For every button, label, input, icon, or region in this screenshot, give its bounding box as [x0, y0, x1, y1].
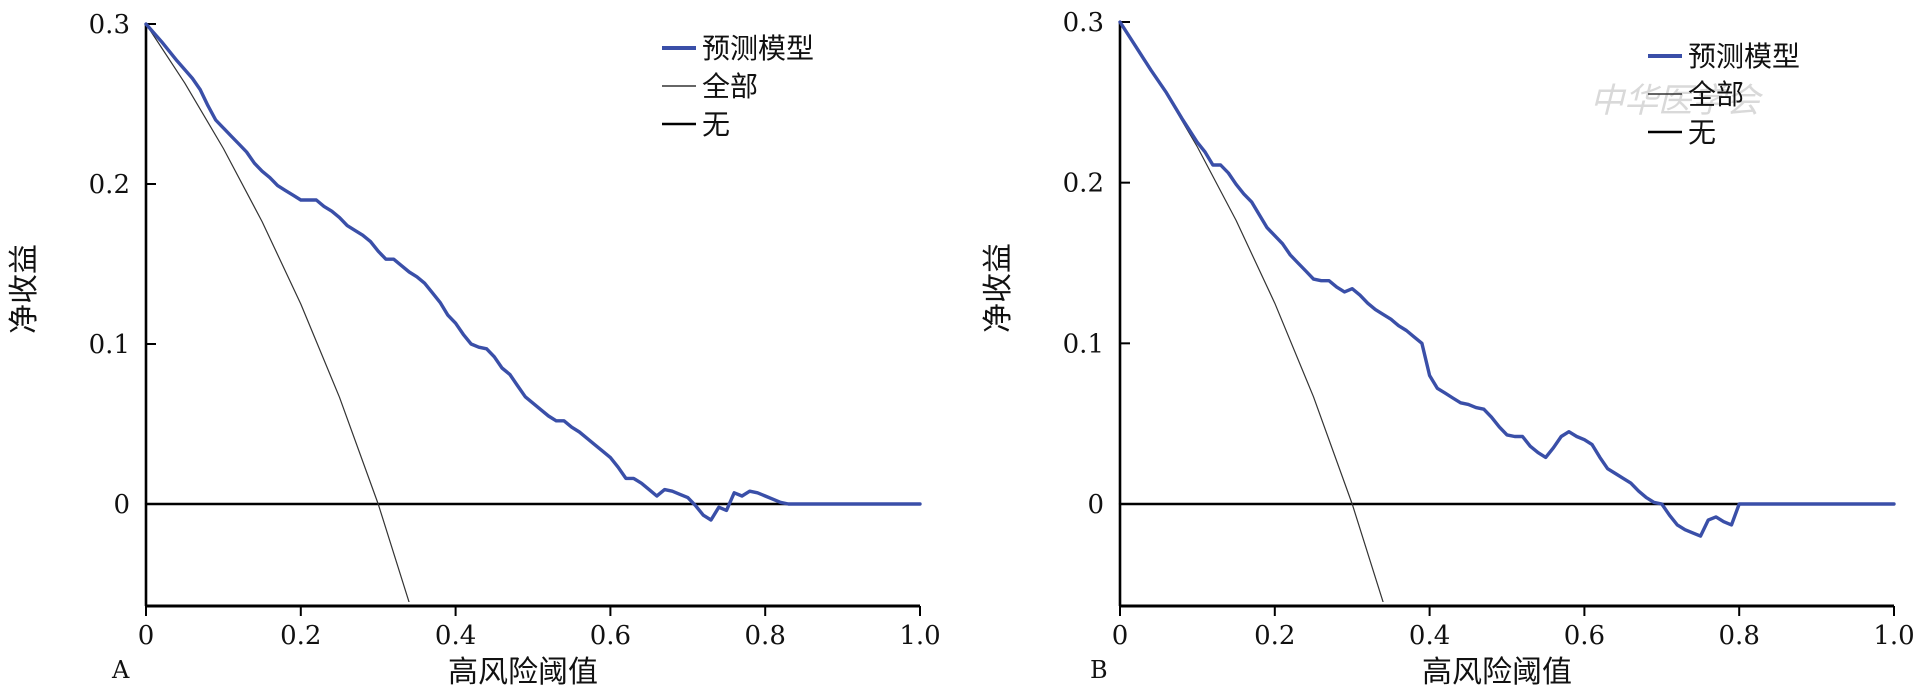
- x-tick-label: 0.6: [590, 621, 631, 651]
- series-line-treat-all: [145, 23, 410, 602]
- series-lines: [1118, 20, 1896, 602]
- x-tick-label: 1.0: [1873, 621, 1914, 651]
- x-tick-label: 0.4: [435, 621, 476, 651]
- x-tick-label: 0.4: [1409, 621, 1450, 651]
- legend-label: 全部: [1688, 78, 1744, 111]
- y-tick-label: 0.2: [1063, 169, 1104, 199]
- y-tick-label: 0: [113, 490, 130, 520]
- x-axis-title: 高风险阈值: [448, 655, 598, 690]
- watermark: 中华医学会: [1590, 81, 1764, 121]
- y-tick-label: 0.2: [89, 170, 130, 200]
- x-tick-label: 1.0: [899, 621, 940, 651]
- panel-b: 0 0.1 0.2 0.3 0 0.2 0.4 0.6 0.8 1.0 高风险阈值 净收益 B 预测模型全…: [981, 8, 1915, 690]
- legend-label: 预测模型: [1688, 40, 1800, 73]
- legend-label: 无: [702, 108, 730, 141]
- x-tick-label: 0.2: [1254, 621, 1295, 651]
- legend-label: 无: [1688, 116, 1716, 149]
- y-tick-label: 0.1: [1063, 329, 1104, 359]
- panel-a: 0 0.1 0.2 0.3 0 0.2 0.4 0.6 0.8 1.0 高风险阈值 净收益 A 预测模型全…: [7, 10, 941, 690]
- x-tick-label: 0: [138, 621, 155, 651]
- legend-label: 预测模型: [702, 32, 814, 65]
- series-line-model: [1118, 20, 1896, 538]
- series-line-treat-all: [1119, 21, 1384, 602]
- x-tick-label: 0: [1112, 621, 1129, 651]
- panel-label: B: [1090, 656, 1108, 684]
- series-line-model: [144, 22, 922, 522]
- x-tick-label: 0.8: [1719, 621, 1760, 651]
- x-tick-label: 0.6: [1564, 621, 1605, 651]
- panel-label: A: [111, 656, 130, 684]
- y-tick-label: 0.1: [89, 330, 130, 360]
- series-lines: [144, 22, 922, 602]
- x-tick-label: 0.8: [745, 621, 786, 651]
- y-axis-title: 净收益: [981, 243, 1016, 333]
- x-axis-title: 高风险阈值: [1422, 655, 1572, 690]
- y-axis-title: 净收益: [7, 244, 42, 334]
- x-tick-label: 0.2: [280, 621, 321, 651]
- y-tick-label: 0: [1087, 490, 1104, 520]
- legend-label: 全部: [702, 70, 758, 103]
- y-tick-label: 0.3: [89, 10, 130, 40]
- y-tick-label: 0.3: [1063, 8, 1104, 38]
